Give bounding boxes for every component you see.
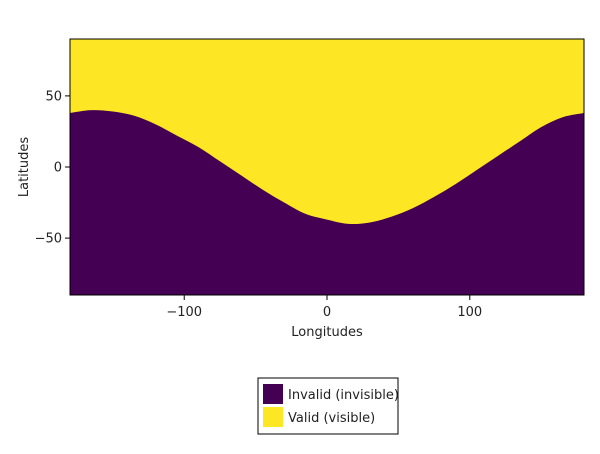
legend-label-invalid: Invalid (invisible) (288, 388, 399, 403)
invalid-region (70, 110, 584, 295)
legend: Invalid (invisible) Valid (visible) (257, 377, 399, 435)
x-axis-label: Longitudes (291, 325, 363, 340)
x-tick-label: 0 (323, 305, 331, 320)
x-tick-label: 100 (457, 305, 482, 320)
legend-swatch-invalid (263, 384, 283, 404)
y-axis-label: Latitudes (17, 137, 32, 198)
y-axis: 50 0 −50 (35, 89, 70, 247)
y-tick-label: 50 (45, 89, 62, 104)
plot-area (69, 38, 585, 296)
legend-label-valid: Valid (visible) (288, 411, 375, 426)
legend-swatch-valid (263, 407, 283, 427)
x-tick-label: −100 (166, 305, 202, 320)
y-tick-label: 0 (54, 161, 62, 176)
x-axis: −100 0 100 (166, 295, 482, 320)
y-tick-label: −50 (35, 232, 62, 247)
